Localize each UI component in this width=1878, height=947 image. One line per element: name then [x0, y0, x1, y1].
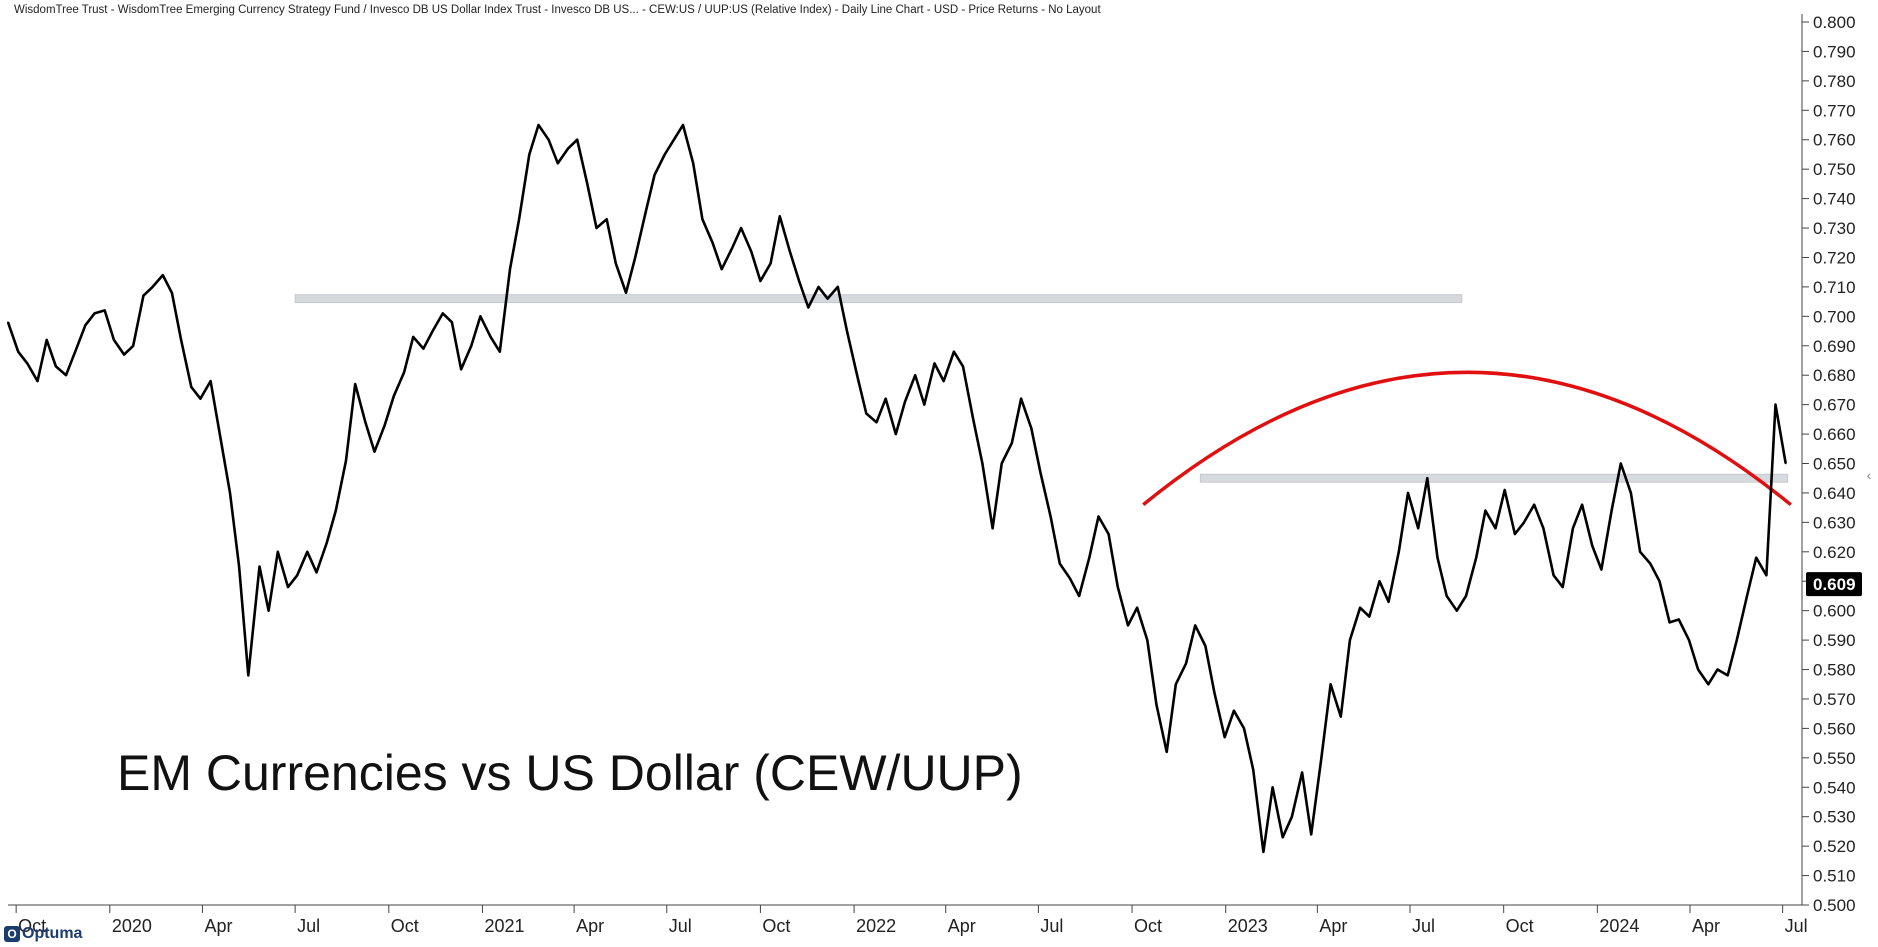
last-value-label: 0.609 [1813, 575, 1856, 594]
x-tick-label-12: Oct [1134, 916, 1162, 936]
y-tick-label-23: 0.730 [1813, 219, 1856, 238]
resistance-band-1 [294, 294, 1463, 304]
y-tick-label-8: 0.580 [1813, 661, 1856, 680]
y-tick-label-2: 0.520 [1813, 837, 1856, 856]
y-tick-label-7: 0.570 [1813, 690, 1856, 709]
last-value-background [1806, 572, 1862, 597]
y-tick-label-16: 0.660 [1813, 425, 1856, 444]
x-tick-label-15: Jul [1412, 916, 1435, 936]
y-tick-label-15: 0.650 [1813, 455, 1856, 474]
x-tick-label-14: Apr [1319, 916, 1347, 936]
y-tick-label-9: 0.590 [1813, 631, 1856, 650]
y-tick-label-21: 0.710 [1813, 278, 1856, 297]
optuma-logo-mark-icon: O [4, 926, 20, 942]
y-tick-label-0: 0.500 [1813, 896, 1856, 915]
y-tick-label-28: 0.780 [1813, 72, 1856, 91]
y-tick-label-17: 0.670 [1813, 396, 1856, 415]
series-line [6, 123, 1787, 854]
x-tick-label-11: Jul [1040, 916, 1063, 936]
y-tick-label-1: 0.510 [1813, 867, 1856, 886]
y-tick-label-18: 0.680 [1813, 366, 1856, 385]
x-tick-label-17: 2024 [1599, 916, 1639, 936]
x-tick-label-3: Jul [297, 916, 320, 936]
x-tick-label-9: 2022 [856, 916, 896, 936]
resistance-bands [294, 294, 1789, 483]
x-tick-label-19: Jul [1785, 916, 1808, 936]
optuma-logo-text: Optuma [22, 925, 83, 942]
x-tick-label-6: Apr [576, 916, 604, 936]
x-tick-label-7: Jul [669, 916, 692, 936]
y-axis-ticks: 0.500 0.510 0.520 0.530 0.540 0.550 0.560 0.570… [1802, 13, 1856, 915]
y-tick-label-26: 0.760 [1813, 131, 1856, 150]
y-tick-label-12: 0.620 [1813, 543, 1856, 562]
x-tick-label-18: Apr [1692, 916, 1720, 936]
x-axis-ticks: Oct 2020 Apr Jul Oct 2021 Apr Jul Oct 2022 Apr Jul O… [15, 905, 1808, 936]
y-tick-label-5: 0.550 [1813, 749, 1856, 768]
x-tick-label-0: Oct [18, 916, 46, 936]
y-tick-label-6: 0.560 [1813, 719, 1856, 738]
chart-header-title: WisdomTree Trust - WisdomTree Emerging C… [14, 4, 1101, 16]
resistance-band-2 [1199, 473, 1789, 483]
x-tick-label-16: Oct [1506, 916, 1534, 936]
x-tick-label-10: Apr [948, 916, 976, 936]
x-tick-label-5: 2021 [484, 916, 524, 936]
chart-caption: EM Currencies vs US Dollar (CEW/UUP) [117, 745, 1023, 801]
last-value-marker: 0.609 [1806, 572, 1862, 597]
x-tick-label-13: 2023 [1228, 916, 1268, 936]
rounded-top-arc [1142, 370, 1792, 507]
y-tick-label-29: 0.790 [1813, 42, 1856, 61]
y-tick-label-10: 0.600 [1813, 602, 1856, 621]
y-tick-label-14: 0.640 [1813, 484, 1856, 503]
x-tick-label-8: Oct [762, 916, 790, 936]
y-tick-label-30: 0.800 [1813, 13, 1856, 32]
y-tick-label-22: 0.720 [1813, 248, 1856, 267]
x-tick-label-1: 2020 [112, 916, 152, 936]
y-tick-label-13: 0.630 [1813, 513, 1856, 532]
x-tick-label-4: Oct [391, 916, 419, 936]
y-tick-label-4: 0.540 [1813, 778, 1856, 797]
y-tick-label-24: 0.740 [1813, 190, 1856, 209]
plot-area [7, 124, 1787, 853]
y-tick-label-3: 0.530 [1813, 808, 1856, 827]
chevron-left-icon[interactable]: ‹ [1866, 467, 1872, 483]
y-tick-label-20: 0.700 [1813, 307, 1856, 326]
y-tick-label-25: 0.750 [1813, 160, 1856, 179]
y-tick-label-27: 0.770 [1813, 101, 1856, 120]
x-tick-label-2: Apr [204, 916, 232, 936]
optuma-logo: O Optuma [4, 924, 82, 944]
y-tick-label-19: 0.690 [1813, 337, 1856, 356]
